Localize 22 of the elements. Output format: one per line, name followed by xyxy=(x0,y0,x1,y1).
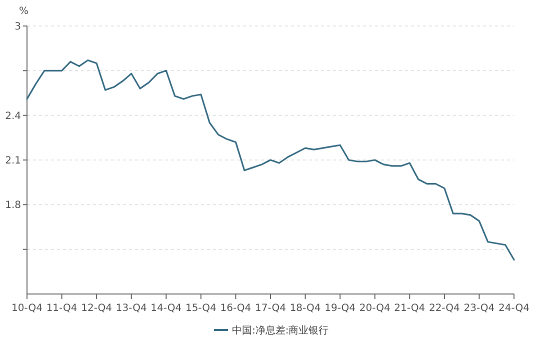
y-tick-label: 3 xyxy=(14,22,21,32)
x-tick-label: 19-Q4 xyxy=(324,303,356,314)
x-tick-label: 20-Q4 xyxy=(359,303,390,314)
x-tick-label: 23-Q4 xyxy=(464,303,495,314)
y-tick-label: 2.1 xyxy=(5,156,21,166)
y-tick-label: 1.8 xyxy=(5,200,21,212)
x-tick-label: 11-Q4 xyxy=(46,303,78,314)
x-tick-label: 12-Q4 xyxy=(81,303,112,314)
x-tick-label: 16-Q4 xyxy=(220,303,252,314)
legend-label: 中国:净息差:商业银行 xyxy=(232,324,329,336)
x-tick-label: 14-Q4 xyxy=(150,303,182,314)
x-tick-label: 13-Q4 xyxy=(116,303,147,314)
y-tick-label: 2.4 xyxy=(5,110,21,122)
x-tick-label: 15-Q4 xyxy=(185,303,216,314)
x-tick-label: 22-Q4 xyxy=(428,303,460,314)
x-tick-label: 24-Q4 xyxy=(498,303,530,314)
line-series xyxy=(26,59,515,261)
y-axis-title: % xyxy=(19,6,29,17)
x-tick-label: 10-Q4 xyxy=(12,303,42,314)
x-tick-label: 17-Q4 xyxy=(255,303,286,314)
x-tick-label: 21-Q4 xyxy=(394,303,426,314)
x-tick-label: 18-Q4 xyxy=(290,303,321,314)
